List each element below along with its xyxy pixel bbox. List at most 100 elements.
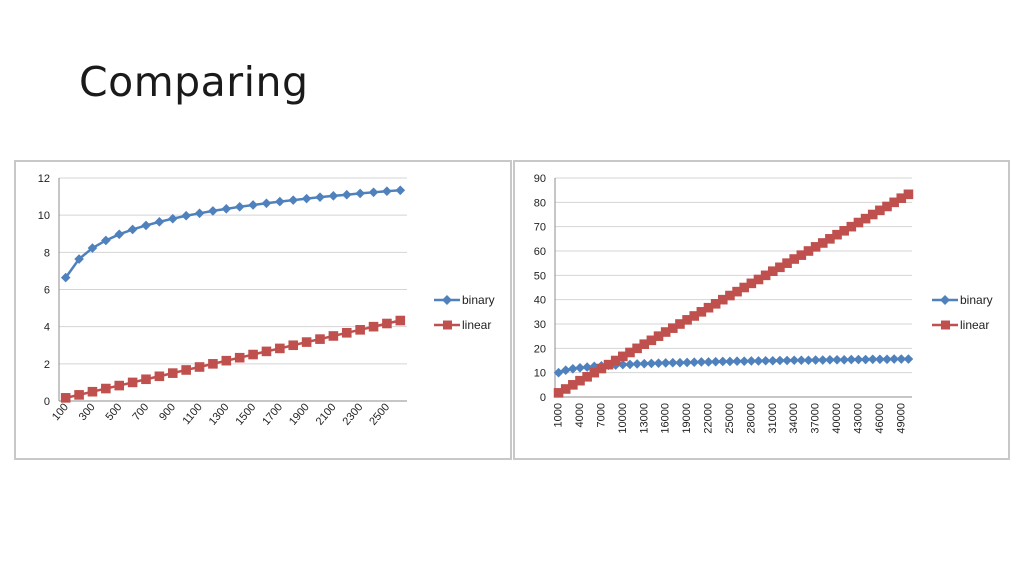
- data-point-linear: [610, 355, 621, 366]
- data-point-binary: [746, 356, 757, 366]
- x-tick-label: 1700: [260, 401, 285, 427]
- data-point-linear: [194, 362, 205, 372]
- data-point-binary: [141, 220, 151, 231]
- data-point-linear: [875, 205, 885, 216]
- data-point-linear: [248, 349, 258, 360]
- data-point-linear: [882, 201, 892, 212]
- legend-label-linear: linear: [462, 318, 491, 332]
- data-point-binary: [127, 224, 138, 235]
- y-tick-label: 0: [540, 392, 546, 404]
- data-point-linear: [675, 319, 685, 329]
- data-point-binary: [301, 193, 312, 204]
- data-point-binary: [275, 196, 285, 207]
- data-point-binary: [154, 217, 165, 227]
- data-point-linear: [639, 339, 650, 349]
- data-point-linear: [703, 302, 714, 313]
- data-point-linear: [208, 359, 218, 369]
- chart-svg-left: 0 2 4 6 8 10 12 100 300 500 700 900 1100 1300 1500 1700…: [38, 173, 495, 428]
- chart-binary-vs-linear-large: 0 10 20 30 40 50 60 70 80 90 1000 4000 7000 10000 1300…: [513, 160, 1010, 460]
- data-point-binary: [632, 359, 642, 369]
- data-point-binary: [782, 355, 792, 366]
- data-point-binary: [101, 235, 111, 246]
- data-point-binary: [839, 354, 849, 365]
- slide-title: Comparing: [79, 58, 309, 106]
- data-point-binary: [261, 198, 272, 209]
- data-point-linear: [301, 337, 312, 347]
- data-point-linear: [710, 299, 721, 309]
- data-point-binary: [717, 356, 728, 367]
- data-point-linear: [832, 229, 842, 240]
- data-point-binary: [689, 357, 700, 368]
- data-point-linear: [568, 380, 578, 390]
- data-point-binary: [382, 186, 392, 196]
- x-tick-label: 1300: [207, 401, 232, 427]
- data-point-binary: [889, 354, 899, 364]
- data-point-linear: [341, 327, 352, 338]
- x-tick-label: 2100: [314, 401, 339, 427]
- data-point-binary: [853, 354, 864, 365]
- data-point-binary: [860, 354, 871, 365]
- data-point-linear: [288, 340, 299, 351]
- data-point-binary: [395, 185, 406, 196]
- data-point-linear: [689, 311, 700, 321]
- x-tick-label: 700: [130, 401, 151, 423]
- data-point-binary: [114, 229, 125, 240]
- x-tick-label: 1000: [553, 403, 565, 427]
- x-tick-label: 4000: [574, 403, 586, 427]
- data-point-linear: [395, 315, 406, 326]
- data-point-binary: [589, 361, 600, 372]
- data-point-binary: [803, 355, 814, 366]
- data-point-linear: [846, 221, 857, 232]
- data-point-binary: [653, 358, 664, 368]
- legend-marker-binary: [940, 295, 950, 305]
- data-point-linear: [825, 234, 835, 244]
- data-point-binary: [882, 354, 892, 365]
- data-point-linear: [739, 282, 750, 293]
- data-point-binary: [775, 355, 785, 366]
- data-point-linear: [903, 189, 914, 200]
- y-tick-label: 70: [534, 222, 546, 234]
- chart-svg-right: 0 10 20 30 40 50 60 70 80 90 1000 4000 7000 10000 1300…: [534, 173, 993, 434]
- data-point-binary: [867, 354, 878, 365]
- y-tick-label: 40: [534, 295, 546, 307]
- data-point-linear: [560, 384, 571, 394]
- data-point-linear: [668, 323, 678, 333]
- data-point-linear: [753, 274, 764, 285]
- data-point-linear: [596, 363, 607, 374]
- y-tick-label: 30: [534, 319, 546, 331]
- legend-label-binary: binary: [960, 293, 993, 307]
- legend-marker-linear: [443, 320, 452, 330]
- data-point-linear: [167, 368, 178, 378]
- data-point-linear: [575, 375, 585, 386]
- data-point-linear: [101, 383, 111, 394]
- x-tick-label: 7000: [595, 403, 607, 427]
- data-point-linear: [275, 343, 285, 354]
- data-point-linear: [553, 388, 564, 398]
- data-point-linear: [87, 386, 98, 397]
- data-point-binary: [368, 187, 379, 198]
- data-point-linear: [896, 193, 907, 203]
- data-point-binary: [810, 355, 821, 365]
- x-tick-label: 100: [50, 401, 71, 423]
- legend-label-linear: linear: [960, 318, 989, 332]
- x-tick-label: 300: [77, 401, 98, 423]
- x-tick-label: 31000: [767, 403, 779, 434]
- y-tick-label: 10: [38, 210, 50, 222]
- data-point-linear: [789, 254, 799, 264]
- data-point-linear: [682, 315, 692, 325]
- data-point-linear: [632, 343, 642, 354]
- data-point-binary: [875, 354, 885, 365]
- data-point-binary: [710, 356, 721, 367]
- data-point-linear: [582, 372, 592, 382]
- x-tick-label: 28000: [745, 403, 757, 434]
- data-point-linear: [889, 197, 899, 208]
- x-tick-label: 1500: [233, 401, 258, 427]
- data-point-linear: [653, 331, 664, 341]
- data-point-binary: [568, 363, 578, 374]
- data-point-linear: [154, 371, 165, 382]
- data-point-linear: [796, 250, 807, 260]
- x-tick-label: 10000: [617, 403, 629, 434]
- data-point-binary: [725, 356, 735, 367]
- data-point-binary: [668, 357, 678, 368]
- data-point-binary: [625, 359, 635, 370]
